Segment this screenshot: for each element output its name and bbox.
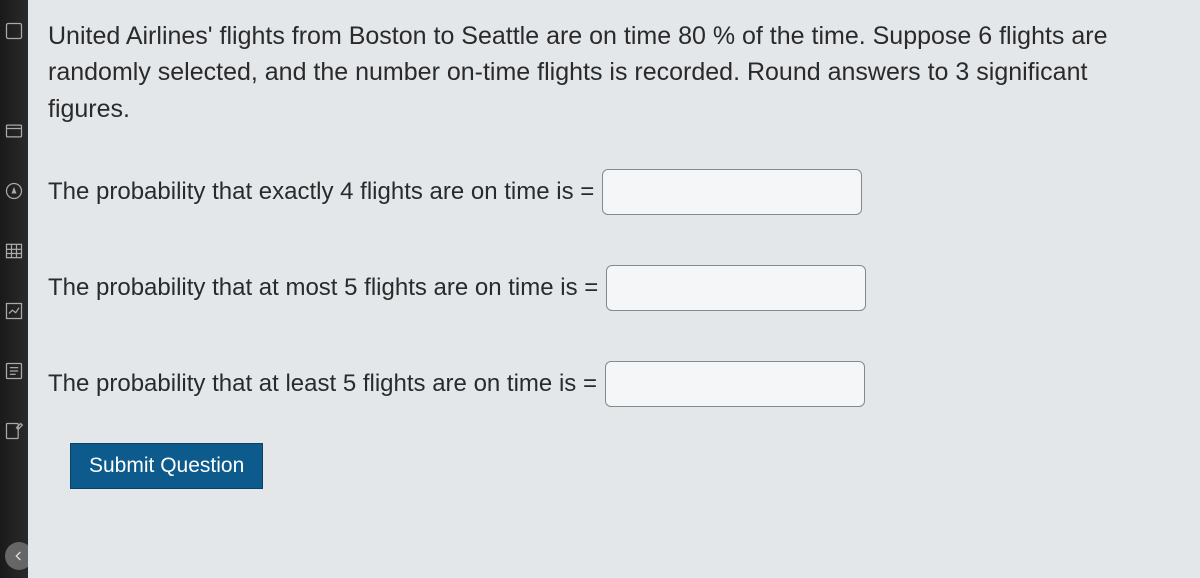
question-panel: United Airlines' flights from Boston to … bbox=[28, 0, 1200, 578]
prompt-label-3: The probability that at least 5 flights … bbox=[48, 370, 597, 398]
answer-input-3[interactable] bbox=[605, 361, 865, 407]
compass-icon[interactable] bbox=[3, 180, 25, 202]
prompt-label-1: The probability that exactly 4 flights a… bbox=[48, 178, 594, 206]
table-icon[interactable] bbox=[3, 240, 25, 262]
list-icon[interactable] bbox=[3, 360, 25, 382]
chart-icon[interactable] bbox=[3, 300, 25, 322]
tool-icon-2[interactable] bbox=[3, 120, 25, 142]
answer-input-2[interactable] bbox=[606, 265, 866, 311]
question-text: United Airlines' flights from Boston to … bbox=[48, 18, 1160, 127]
tool-sidebar bbox=[0, 0, 28, 578]
prompt-row-1: The probability that exactly 4 flights a… bbox=[48, 169, 1160, 215]
prompt-label-2: The probability that at most 5 flights a… bbox=[48, 274, 598, 302]
edit-icon[interactable] bbox=[3, 420, 25, 442]
prompt-row-2: The probability that at most 5 flights a… bbox=[48, 265, 1160, 311]
tool-icon-top[interactable] bbox=[3, 20, 25, 42]
answer-input-1[interactable] bbox=[602, 169, 862, 215]
prompt-row-3: The probability that at least 5 flights … bbox=[48, 361, 1160, 407]
submit-button[interactable]: Submit Question bbox=[70, 443, 263, 489]
